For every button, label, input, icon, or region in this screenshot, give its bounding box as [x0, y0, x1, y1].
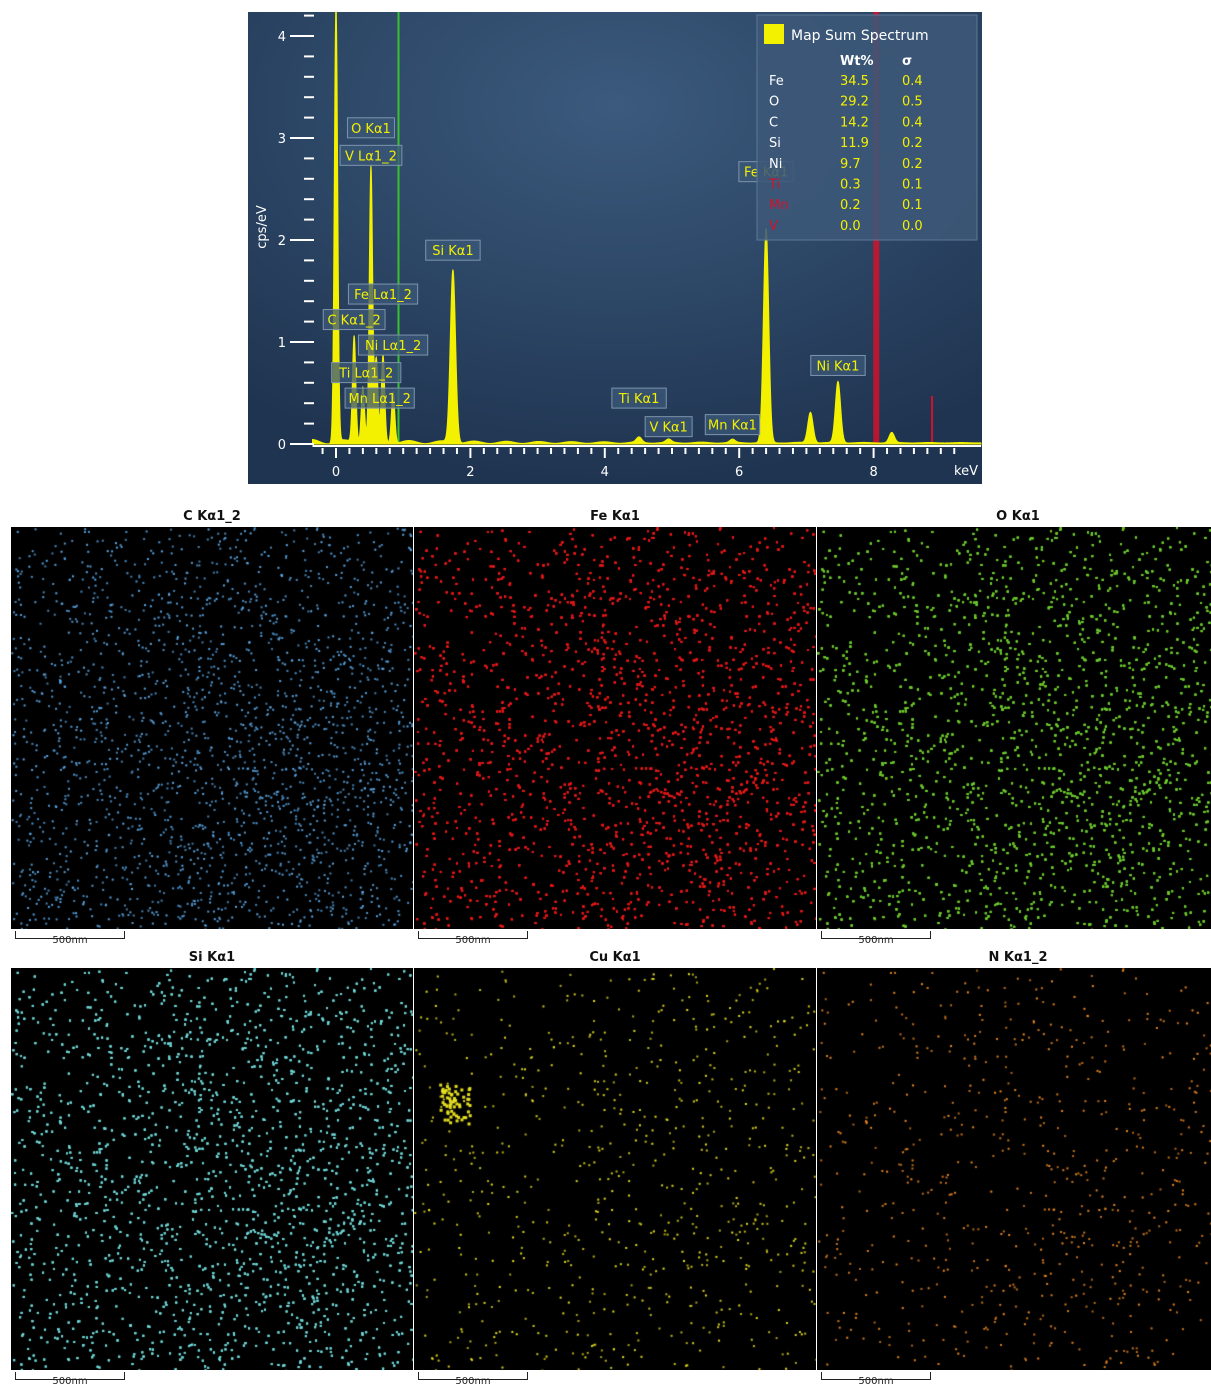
legend-wt-value: 0.3 [840, 178, 861, 193]
legend-sigma-value: 0.4 [902, 115, 923, 130]
legend-wt-value: 0.2 [840, 198, 861, 213]
element-map [414, 527, 816, 929]
spectrum-trace [311, 12, 982, 445]
y-tick-label: 0 [278, 438, 286, 453]
svg-text:Fe Lα1_2: Fe Lα1_2 [354, 288, 412, 303]
peak-label: O Kα1 [346, 117, 395, 139]
scale-bar [821, 931, 931, 939]
legend-element: Ni [769, 157, 782, 172]
element-map [11, 968, 413, 1370]
peak-label: V Lα1_2 [339, 144, 403, 166]
x-tick-label: 4 [601, 465, 609, 480]
legend-wt-value: 34.5 [840, 74, 869, 89]
legend-sigma-value: 0.2 [902, 157, 923, 172]
peak-label: Ni Lα1_2 [358, 334, 429, 356]
element-map [817, 527, 1211, 929]
scale-bar [15, 1372, 125, 1380]
x-tick-label: 2 [466, 465, 474, 480]
legend-column-header: Wt% [840, 54, 874, 69]
legend-sigma-value: 0.2 [902, 136, 923, 151]
x-tick-label: 0 [332, 465, 340, 480]
peak-label: Fe Lα1_2 [347, 283, 419, 305]
y-tick-label: 2 [278, 234, 286, 249]
legend-sigma-value: 0.5 [902, 95, 923, 110]
legend-element: Mn [769, 198, 788, 213]
legend-title: Map Sum Spectrum [791, 28, 929, 44]
scale-bar-label: 500nm [858, 1376, 894, 1387]
element-map [817, 968, 1211, 1370]
x-axis-label: keV [954, 464, 978, 479]
element-map [414, 968, 816, 1370]
peak-label: Ti Lα1_2 [331, 362, 402, 384]
y-tick-label: 3 [278, 132, 286, 147]
map-title: C Kα1_2 [183, 509, 241, 524]
spectrum-legend: Map Sum Spectrum Wt% σ Fe 34.5 0.4 O 29.2 0.5 C 14… [756, 14, 978, 241]
svg-text:C Kα1_2: C Kα1_2 [327, 314, 380, 329]
map-title: Si Kα1 [188, 950, 236, 965]
legend-element: Fe [769, 74, 784, 89]
peak-label: Mn Kα1 [704, 414, 761, 436]
legend-element: Si [769, 136, 781, 151]
scale-bar [15, 931, 125, 939]
peak-label: Mn Lα1_2 [344, 387, 415, 409]
svg-text:Ni Lα1_2: Ni Lα1_2 [365, 339, 421, 354]
svg-text:Mn Kα1: Mn Kα1 [708, 419, 757, 434]
scale-bar-label: 500nm [455, 935, 491, 946]
map-title: Cu Kα1 [589, 950, 641, 965]
legend-column-header: σ [902, 54, 912, 69]
svg-text:Si Kα1: Si Kα1 [432, 244, 473, 259]
scale-bar-label: 500nm [455, 1376, 491, 1387]
map-title: Fe Kα1 [590, 509, 640, 524]
legend-wt-value: 9.7 [840, 157, 861, 172]
x-tick-label: 6 [735, 465, 743, 480]
legend-swatch [764, 24, 784, 44]
legend-wt-value: 11.9 [840, 136, 869, 151]
scale-bar-label: 500nm [52, 935, 88, 946]
svg-text:V Lα1_2: V Lα1_2 [345, 149, 397, 164]
legend-element: O [769, 95, 779, 110]
x-tick-label: 8 [869, 465, 877, 480]
peak-label: V Kα1 [644, 416, 693, 438]
legend-sigma-value: 0.0 [902, 219, 923, 234]
sum-spectrum-chart: 0 2 4 6 8 0 1 2 3 4 O Kα1 V Lα1_2 Si Kα1 Fe Lα1_2 C K… [248, 12, 982, 484]
scale-bar [821, 1372, 931, 1380]
scale-bar-label: 500nm [858, 935, 894, 946]
legend-sigma-value: 0.1 [902, 198, 923, 213]
svg-text:Ti Lα1_2: Ti Lα1_2 [338, 367, 393, 382]
legend-sigma-value: 0.4 [902, 74, 923, 89]
element-map [11, 527, 413, 929]
legend-sigma-value: 0.1 [902, 178, 923, 193]
svg-text:V Kα1: V Kα1 [649, 421, 687, 436]
y-tick-label: 1 [278, 336, 286, 351]
map-title: N Kα1_2 [988, 950, 1048, 965]
peak-label: Ni Kα1 [810, 354, 866, 376]
y-tick-label: 4 [278, 30, 286, 45]
scale-bar [418, 931, 528, 939]
peak-label: Ti Kα1 [611, 387, 667, 409]
legend-element: Ti [768, 178, 780, 193]
y-axis-label: cps/eV [255, 205, 270, 249]
map-title: O Kα1 [996, 509, 1040, 524]
peak-label: Si Kα1 [425, 239, 481, 261]
legend-wt-value: 0.0 [840, 219, 861, 234]
scale-bar [418, 1372, 528, 1380]
svg-text:Mn Lα1_2: Mn Lα1_2 [348, 392, 410, 407]
legend-element: C [769, 115, 778, 130]
svg-text:O Kα1: O Kα1 [351, 122, 391, 137]
legend-wt-value: 14.2 [840, 115, 869, 130]
svg-text:Ni Kα1: Ni Kα1 [817, 359, 860, 374]
legend-element: V [769, 219, 778, 234]
peak-label: C Kα1_2 [322, 309, 386, 331]
legend-wt-value: 29.2 [840, 95, 869, 110]
svg-text:Ti Kα1: Ti Kα1 [618, 392, 660, 407]
scale-bar-label: 500nm [52, 1376, 88, 1387]
